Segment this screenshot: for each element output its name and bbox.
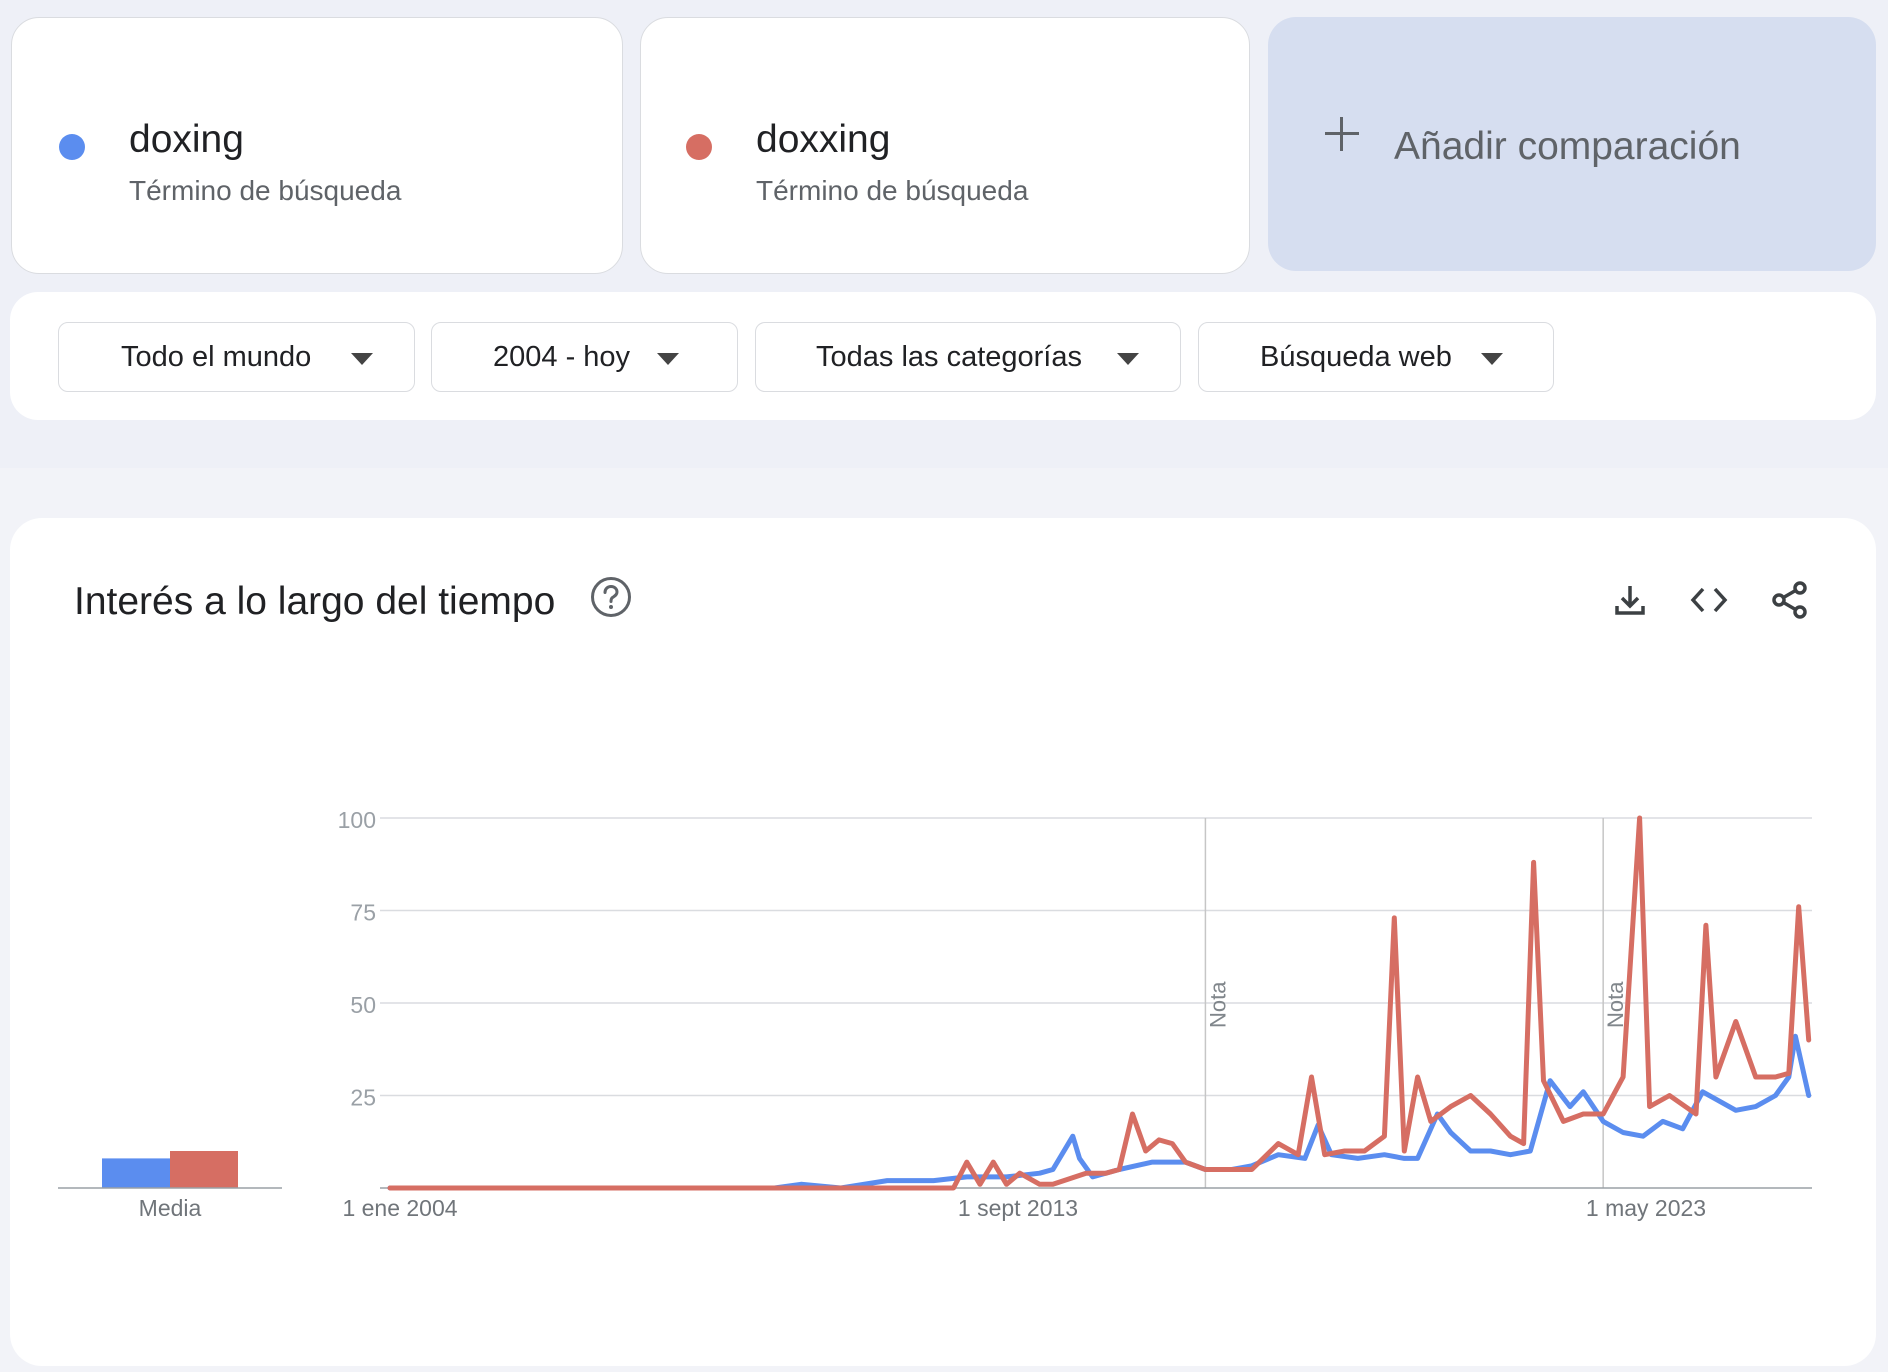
- help-icon[interactable]: [590, 576, 632, 618]
- x-tick-label: 1 sept 2013: [958, 1195, 1078, 1221]
- caret-down-icon: [1117, 353, 1139, 365]
- caret-down-icon: [351, 353, 373, 365]
- series-line-doxxing: [387, 815, 1812, 1191]
- interest-over-time-card: Interés a lo largo del tiempo 100 75 50 25 N…: [10, 518, 1876, 1366]
- y-tick-label: 75: [350, 900, 376, 926]
- average-bar-doxxing: [170, 1151, 238, 1188]
- average-label: Media: [139, 1195, 202, 1221]
- filter-label: Todas las categorías: [816, 341, 1082, 373]
- plus-icon: [1325, 117, 1359, 151]
- x-tick-label: 1 may 2023: [1586, 1195, 1706, 1221]
- filter-search-type[interactable]: Búsqueda web: [1198, 322, 1554, 392]
- download-icon[interactable]: [1610, 580, 1650, 620]
- share-icon[interactable]: [1770, 580, 1810, 620]
- filter-label: Todo el mundo: [121, 341, 312, 373]
- term-subtitle: Término de búsqueda: [129, 175, 402, 206]
- annotation-label: Nota: [1603, 981, 1628, 1028]
- term-card-doxxing[interactable]: doxxing Término de búsqueda: [640, 17, 1250, 274]
- term-card-doxing[interactable]: doxing Término de búsqueda: [11, 17, 623, 274]
- term-name: doxxing: [756, 118, 891, 161]
- filter-time-range[interactable]: 2004 - hoy: [431, 322, 738, 392]
- y-tick-label: 25: [350, 1085, 376, 1111]
- filter-label: Búsqueda web: [1260, 341, 1452, 373]
- add-comparison-label: Añadir comparación: [1394, 125, 1741, 168]
- filter-category[interactable]: Todas las categorías: [755, 322, 1181, 392]
- series-color-dot: [59, 134, 85, 160]
- y-tick-label: 50: [350, 992, 376, 1018]
- caret-down-icon: [1481, 353, 1503, 365]
- filter-label: 2004 - hoy: [493, 341, 631, 373]
- series-color-dot: [686, 134, 712, 160]
- x-tick-label: 1 ene 2004: [342, 1195, 457, 1221]
- term-subtitle: Término de búsqueda: [756, 175, 1029, 206]
- series-line-doxing: [387, 1033, 1812, 1191]
- filter-bar: Todo el mundo 2004 - hoy Todas las categ…: [10, 292, 1876, 420]
- term-name: doxing: [129, 118, 244, 161]
- card-title: Interés a lo largo del tiempo: [74, 580, 556, 623]
- interest-chart: 100 75 50 25 Nota Nota 1 ene 2004 1 sept 2013 1 …: [58, 807, 1812, 1221]
- average-bar-doxing: [102, 1158, 170, 1188]
- filter-region[interactable]: Todo el mundo: [58, 322, 415, 392]
- caret-down-icon: [657, 353, 679, 365]
- embed-code-icon[interactable]: [1689, 580, 1729, 620]
- annotation-label: Nota: [1205, 981, 1230, 1028]
- add-comparison-button[interactable]: Añadir comparación: [1268, 17, 1876, 271]
- y-tick-label: 100: [338, 807, 376, 833]
